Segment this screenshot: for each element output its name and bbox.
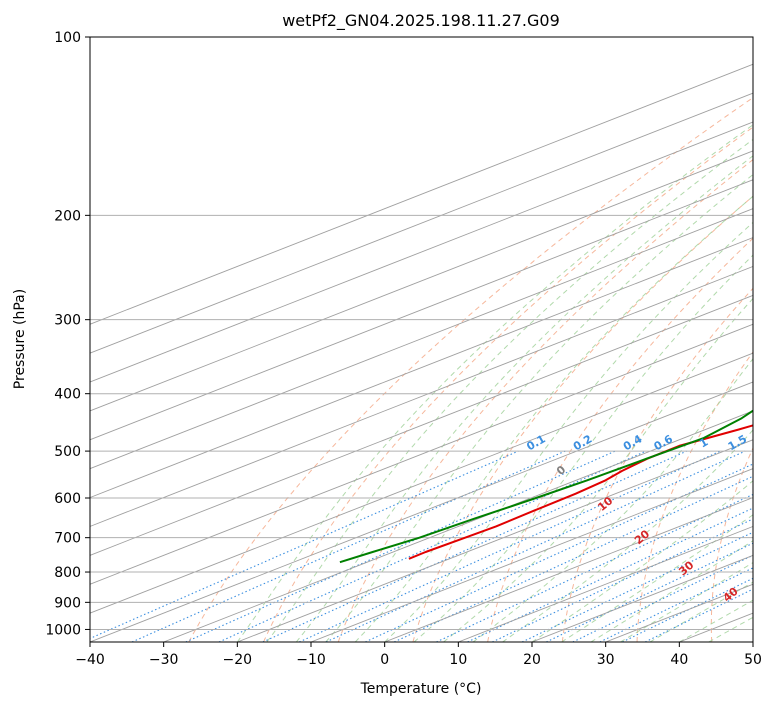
- dry-adiabat-line: [412, 195, 753, 642]
- moist-adiabat-line: [354, 195, 753, 642]
- x-tick-label: −10: [296, 652, 326, 668]
- isotherm-line: [90, 208, 753, 470]
- y-tick-label: 900: [54, 595, 81, 611]
- mixing-ratio-line: [325, 450, 746, 642]
- moist-adiabat-line: [620, 562, 753, 642]
- dry-adiabat-line: [561, 287, 753, 642]
- moist-adiabat-line: [236, 124, 753, 642]
- x-tick-label: 30: [597, 652, 615, 668]
- y-tick-label: 800: [54, 565, 81, 581]
- isotherm-line: [90, 121, 753, 383]
- moist-adiabats: [236, 124, 753, 642]
- x-tick-label: 10: [449, 652, 467, 668]
- isotherm-line: [90, 381, 753, 642]
- y-tick-label: 700: [54, 531, 81, 547]
- mixing-ratio-line: [298, 450, 721, 642]
- mixing-ratio-line: [436, 493, 753, 642]
- dry-adiabat-line: [263, 126, 753, 642]
- mixing-ratio-line: [131, 450, 566, 642]
- moist-adiabat-line: [413, 254, 753, 642]
- y-tick-label: 1000: [45, 622, 81, 638]
- moist-adiabat-line: [443, 297, 753, 642]
- plot-frame: [89, 36, 754, 643]
- plot-area: -100-90-80-70-60-50-40-30-20-100.10.20.4…: [90, 37, 753, 642]
- dry-adiabats: [188, 97, 753, 642]
- mixing-ratio-line: [572, 554, 753, 642]
- isotherm-line: [458, 525, 753, 642]
- isotherm-line: [90, 294, 753, 556]
- isotherm-line: [384, 497, 753, 642]
- temperature-profile-line: [408, 424, 753, 560]
- y-tick-label: 400: [54, 387, 81, 403]
- y-tick-label: 600: [54, 491, 81, 507]
- isotherm-line: [90, 179, 753, 441]
- y-axis-label: Pressure (hPa): [12, 289, 28, 389]
- x-tick-label: −40: [75, 652, 105, 668]
- moist-adiabat-line: [649, 581, 753, 642]
- x-tick-label: 50: [744, 652, 762, 668]
- y-tick-label: 100: [54, 30, 81, 46]
- dewpoint-profile-line: [339, 409, 753, 564]
- x-axis: −40 −30 −20 −10 0 10 20 30 40 50: [75, 642, 762, 668]
- isotherm-line: [90, 63, 753, 325]
- x-tick-label: 40: [670, 652, 688, 668]
- moist-adiabat-line: [531, 480, 753, 642]
- mixing-ratio-line: [546, 542, 753, 642]
- chart-title: wetPf2_GN04.2025.198.11.27.G09: [282, 11, 560, 31]
- x-tick-label: 20: [523, 652, 541, 668]
- moist-adiabat-line: [266, 138, 753, 642]
- isotherms: [90, 63, 753, 642]
- isotherm-line: [90, 352, 753, 614]
- isotherm-line: [90, 323, 753, 585]
- moist-adiabat-line: [472, 357, 753, 642]
- x-tick-label: −20: [223, 652, 253, 668]
- y-tick-label: 200: [54, 208, 81, 224]
- x-tick-label: −30: [149, 652, 179, 668]
- dry-adiabat-line: [337, 159, 753, 642]
- isotherm-line: [237, 439, 753, 642]
- dry-adiabat-line: [188, 97, 753, 642]
- isotherm-line: [163, 410, 753, 642]
- isotherm-line: [90, 150, 753, 412]
- mixing-ratio-line: [90, 450, 519, 640]
- isotherm-line: [310, 468, 753, 642]
- mixing-ratio-line: [644, 588, 753, 642]
- y-tick-label: 300: [54, 313, 81, 329]
- mixing-ratio-line: [622, 577, 753, 642]
- x-tick-label: 0: [380, 652, 389, 668]
- profile-lines: [339, 409, 753, 564]
- dry-adiabat-line: [487, 237, 753, 642]
- moist-adiabat-line: [325, 173, 753, 642]
- y-tick-label: 500: [54, 444, 81, 460]
- x-axis-label: Temperature (°C): [360, 681, 482, 697]
- isotherm-line: [90, 265, 753, 527]
- isotherm-line: [90, 237, 753, 499]
- isotherm-line: [90, 92, 753, 354]
- mixing-ratio-line: [262, 450, 687, 642]
- y-axis: 100 200 300 400 500 600 700 800 900 1000: [45, 30, 90, 638]
